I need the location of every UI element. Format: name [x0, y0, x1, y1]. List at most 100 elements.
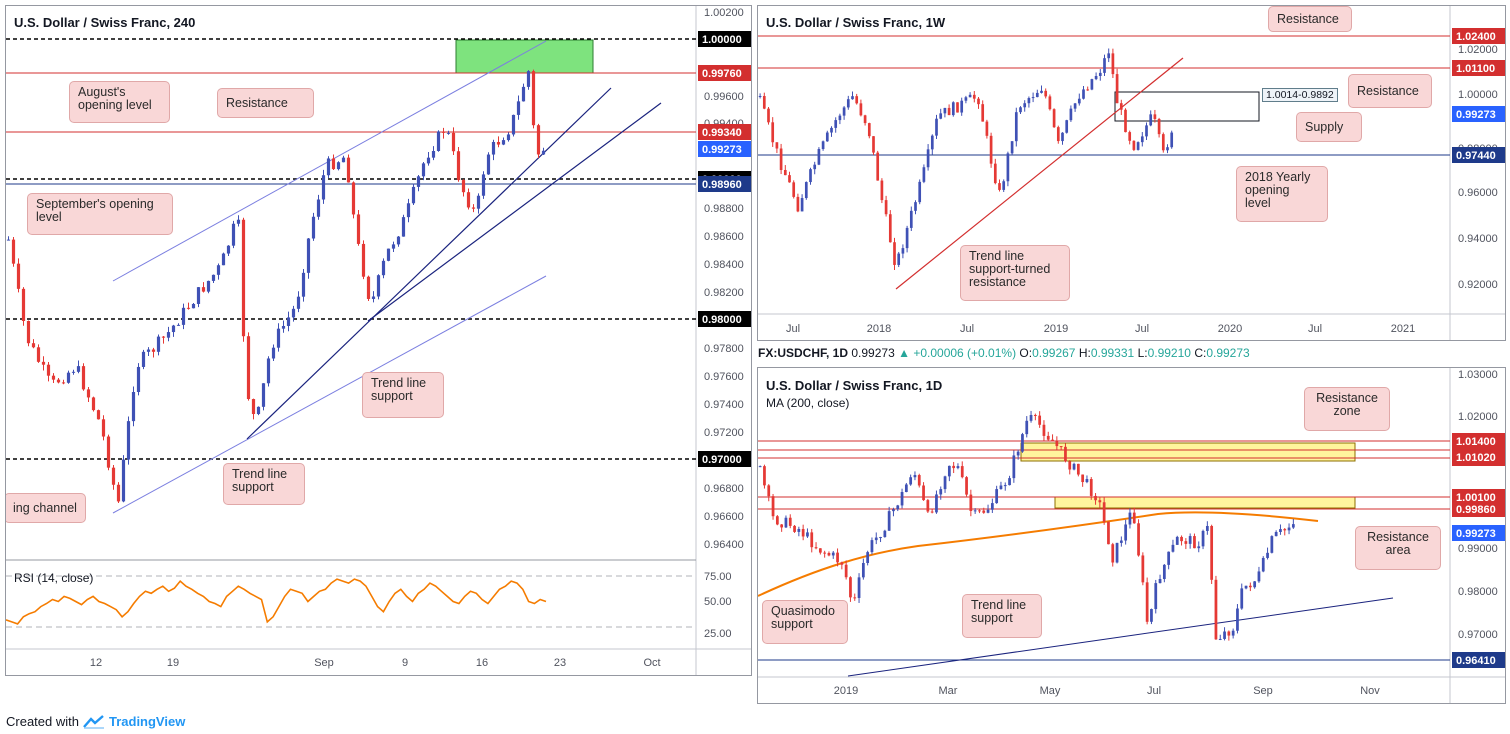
h4-candle — [376, 275, 381, 297]
h4-candle — [536, 125, 541, 155]
h4-price-tick: 0.97400 — [704, 399, 744, 411]
h4-chart-panel[interactable]: 1.002000.996000.994000.988000.986000.984… — [5, 5, 752, 676]
h4-chart-canvas[interactable]: 1.002000.996000.994000.988000.986000.984… — [6, 6, 752, 676]
d1-candle — [1094, 495, 1097, 501]
h4-price-tick: 1.00200 — [704, 7, 744, 19]
d1-candle — [1059, 446, 1063, 448]
d1-candle — [1025, 420, 1029, 435]
d1-chart-panel[interactable]: 1.03000 1.02000 0.99000 0.98000 0.97000 2019 M… — [757, 367, 1506, 704]
d1-candle — [896, 505, 900, 510]
d1-candle — [900, 492, 904, 506]
h4-level-tag-label: 0.99760 — [702, 68, 742, 80]
august-opening-note: August's opening level — [69, 81, 170, 123]
w1-candle — [1119, 103, 1123, 110]
h4-candle — [106, 436, 111, 468]
h4-candle — [201, 287, 206, 292]
d1-candle — [853, 597, 857, 599]
d1-candle — [1038, 415, 1042, 425]
w1-candle — [977, 98, 980, 105]
w1-level-tag — [1452, 28, 1505, 44]
w1-candle — [1069, 108, 1073, 121]
trend-line-support-2 — [367, 102, 662, 322]
w1-candle — [1048, 96, 1052, 110]
w1-level-tag-label: 0.99273 — [1456, 109, 1496, 121]
d1-candle — [883, 530, 887, 538]
w1-level-tag-label: 0.97440 — [1456, 150, 1496, 162]
d1-level-tag-label: 0.99860 — [1456, 504, 1496, 516]
w1-candle — [775, 142, 779, 149]
w1-chart-canvas[interactable]: 1.020001.000000.980000.960000.940000.920… — [758, 6, 1506, 341]
up-arrow-icon: ▲ — [898, 346, 910, 360]
w1-candle — [918, 181, 922, 203]
d1-level-tag-label: 1.01400 — [1456, 436, 1496, 448]
h4-candle — [246, 336, 251, 400]
w1-date-tick: Jul — [1135, 323, 1149, 335]
w1-candle — [1056, 127, 1060, 142]
d1-candle — [758, 466, 762, 468]
d1-candle — [1197, 546, 1201, 549]
d1-chart-title: U.S. Dollar / Swiss Franc, 1D — [766, 378, 943, 393]
h4-candle — [161, 336, 166, 338]
h4-candle — [441, 131, 446, 133]
w1-candle — [855, 96, 859, 104]
h4-candle — [111, 467, 116, 485]
w1-date-tick: Jul — [960, 323, 974, 335]
h4-candle — [351, 182, 356, 215]
resistance-zone-note: Resistance zone — [1304, 387, 1390, 431]
d1-candle — [990, 503, 994, 510]
tradingview-brand[interactable]: TradingView — [108, 714, 186, 729]
september-opening-note: September's opening level — [27, 193, 173, 235]
d1-candle — [1162, 564, 1166, 580]
d1-candle — [1072, 463, 1076, 470]
w1-chart-panel[interactable]: 1.020001.000000.980000.960000.940000.920… — [757, 5, 1506, 341]
trend-line-support-1 — [246, 87, 612, 440]
h4-candle — [336, 162, 341, 170]
d1-date-tick: Nov — [1360, 685, 1380, 697]
w1-candle — [1145, 125, 1148, 137]
w1-candle — [783, 169, 787, 176]
w1-candle — [1082, 89, 1085, 99]
low-label: L: — [1137, 346, 1148, 360]
h4-candle — [496, 141, 501, 145]
h4-date-tick: 23 — [554, 657, 566, 669]
w1-candle — [960, 100, 964, 113]
d1-price-tick: 0.97000 — [1458, 629, 1498, 641]
ma-200-line — [758, 511, 1319, 597]
d1-candle — [1283, 529, 1287, 531]
h4-candle — [281, 325, 286, 329]
d1-candle — [1188, 536, 1192, 544]
h4-candle — [46, 364, 51, 376]
d1-candle — [831, 552, 835, 556]
w1-resistance-mid-note: Resistance — [1348, 74, 1432, 108]
h4-level-tag — [698, 65, 751, 81]
w1-candle — [800, 198, 804, 212]
d1-candle — [1184, 541, 1188, 544]
h4-level-tag-label: 0.99273 — [702, 144, 742, 156]
d1-candle — [1115, 542, 1119, 563]
w1-candle — [758, 96, 762, 98]
quasimodo-note: Quasimodo support — [762, 600, 848, 644]
h4-green-zone — [455, 39, 594, 74]
w1-candle — [1086, 89, 1090, 91]
h4-candle — [436, 131, 441, 151]
d1-candle — [866, 552, 870, 563]
footer: Created with TradingView — [6, 714, 185, 729]
h4-candle — [171, 325, 176, 333]
d1-chart-canvas[interactable]: 1.03000 1.02000 0.99000 0.98000 0.97000 2019 M… — [758, 368, 1506, 704]
w1-candle — [863, 115, 867, 124]
w1-candle — [1065, 120, 1069, 133]
w1-candle — [930, 135, 934, 150]
h4-candle — [181, 307, 186, 325]
w1-price-tick: 0.96000 — [1458, 187, 1498, 199]
w1-candle — [1044, 90, 1048, 97]
resistance-area-note: Resistance area — [1355, 526, 1441, 570]
w1-candle — [939, 113, 943, 119]
h4-level-tag — [698, 311, 751, 327]
rsi-line — [6, 578, 547, 625]
d1-candle — [947, 465, 951, 477]
w1-candle — [779, 148, 783, 170]
w1-candle — [951, 102, 955, 116]
d1-candle — [1055, 441, 1059, 447]
w1-candle — [1023, 103, 1027, 108]
d1-candle — [1167, 551, 1171, 565]
